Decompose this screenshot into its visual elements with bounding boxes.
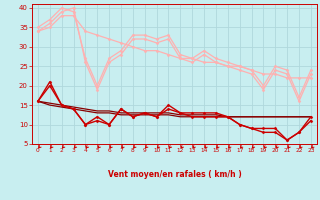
- X-axis label: Vent moyen/en rafales ( km/h ): Vent moyen/en rafales ( km/h ): [108, 170, 241, 179]
